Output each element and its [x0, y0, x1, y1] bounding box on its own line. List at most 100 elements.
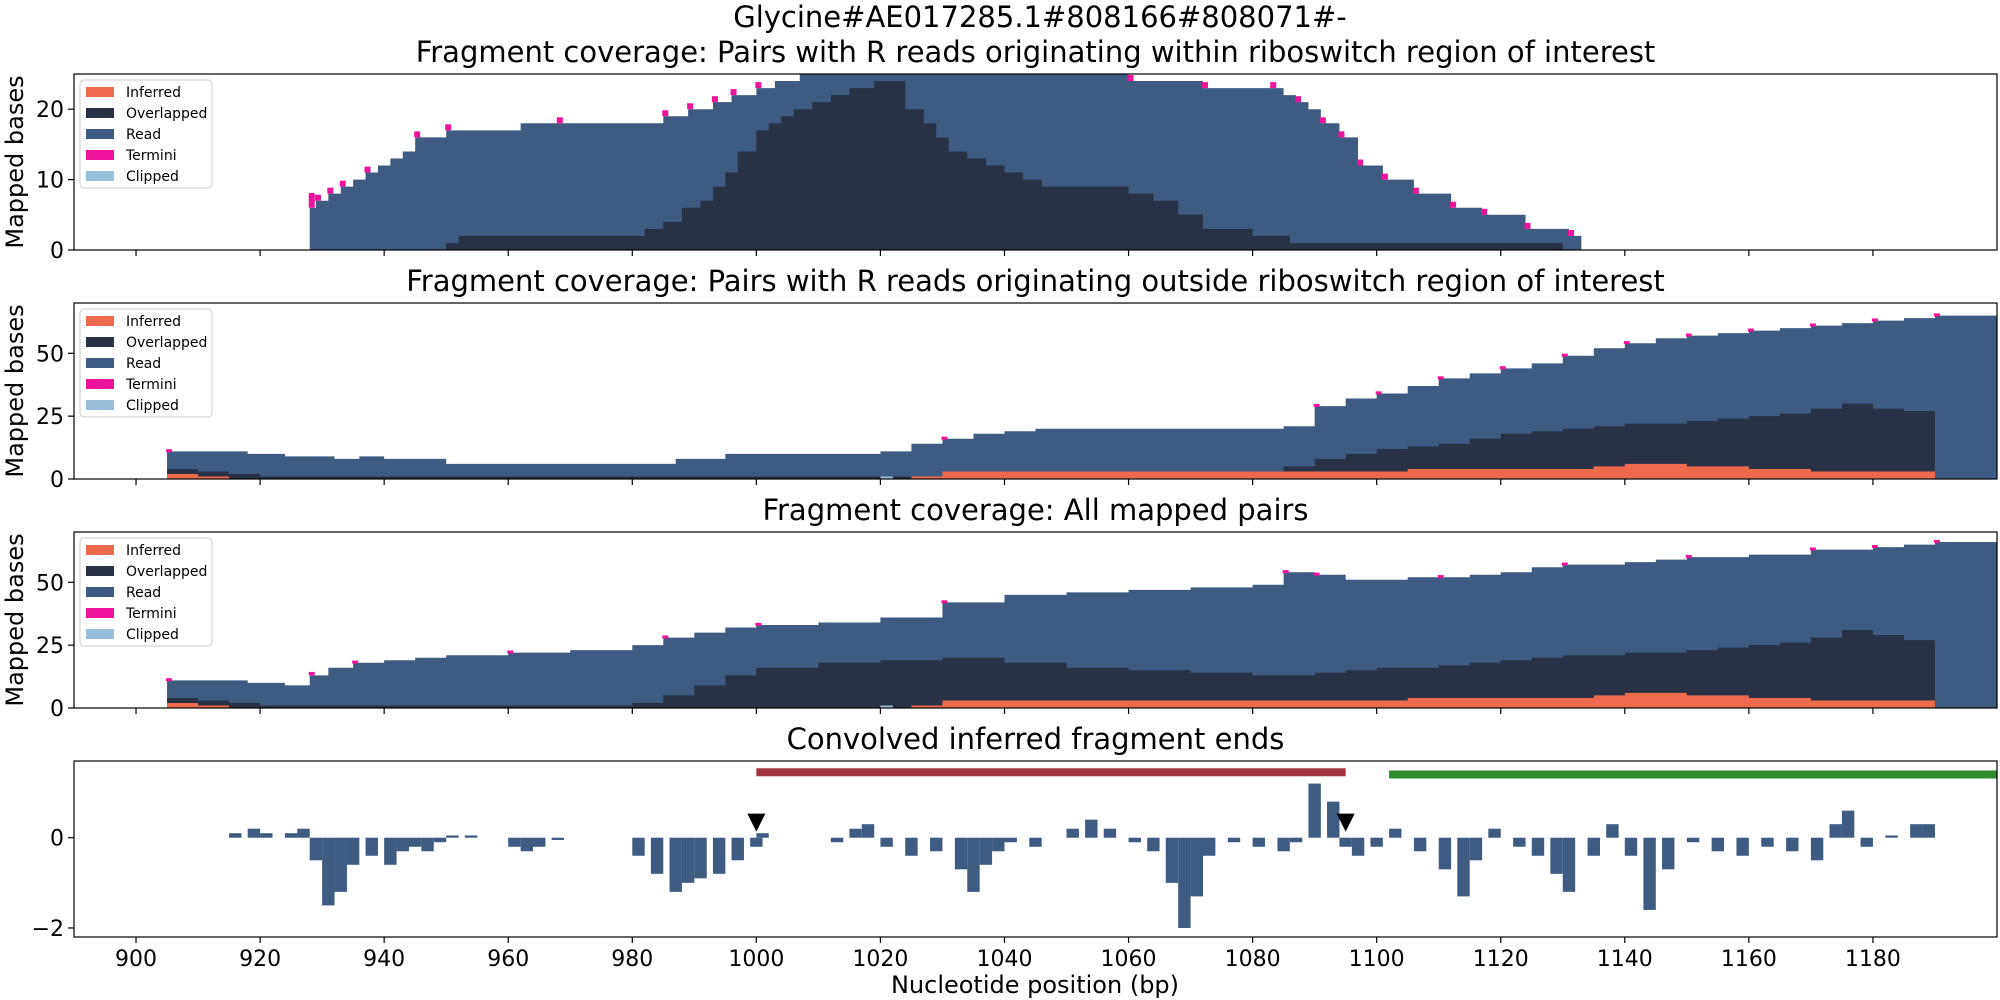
- bar: [1308, 783, 1321, 838]
- panel-2-termini-mark: [1375, 391, 1382, 395]
- legend-swatch-read: [86, 358, 114, 368]
- bar: [1562, 837, 1576, 892]
- figure-suptitle: Glycine#AE017285.1#808166#808071#-: [733, 0, 1347, 34]
- y-tick-label: 0: [50, 827, 64, 852]
- bar: [1829, 824, 1842, 838]
- panel-2-termini-mark: [1933, 313, 1940, 317]
- bar: [1252, 837, 1266, 847]
- panel-4-title: Convolved inferred fragment ends: [787, 722, 1285, 756]
- x-tick-label: 980: [611, 947, 653, 972]
- legend-swatch-termini: [86, 150, 114, 160]
- bar: [1004, 837, 1017, 843]
- bar: [551, 837, 565, 840]
- y-tick-label: −2: [32, 917, 64, 942]
- panel-3-title: Fragment coverage: All mapped pairs: [762, 493, 1308, 527]
- bar: [632, 837, 645, 856]
- panel-1-plot: [136, 74, 1997, 250]
- legend-label-termini: Termini: [125, 606, 177, 622]
- bar: [1029, 837, 1042, 847]
- bar: [384, 837, 397, 865]
- bar: [650, 837, 664, 874]
- bar: [669, 837, 682, 892]
- x-tick-label: 1160: [1721, 947, 1777, 972]
- legend-label-termini: Termini: [125, 377, 177, 393]
- bar: [533, 837, 546, 847]
- bar: [322, 837, 335, 906]
- panel-1-series-overlapped: [136, 81, 1997, 250]
- bar: [1531, 837, 1545, 856]
- legend-label-inferred: Inferred: [126, 314, 181, 330]
- bar: [731, 837, 744, 861]
- panel-1-termini-mark: [339, 180, 346, 187]
- panel-4-plot: [229, 768, 1997, 928]
- bar: [1289, 837, 1303, 843]
- panel-3-frame: [73, 531, 1998, 709]
- bar: [1550, 837, 1563, 874]
- legend-label-clipped: Clipped: [126, 398, 179, 414]
- panel-3-termini-mark: [1809, 547, 1816, 551]
- bar: [1202, 837, 1216, 856]
- panel-3-termini-mark: [507, 650, 514, 654]
- panel-2-termini-mark: [1313, 403, 1320, 407]
- panel-1-termini-mark: [711, 96, 718, 103]
- bar: [284, 833, 298, 838]
- panel-1-termini-mark: [1338, 131, 1345, 138]
- bar: [1351, 837, 1365, 856]
- panels-layer: Fragment coverage: Pairs with R reads or…: [1, 35, 1998, 972]
- bar: [1686, 837, 1700, 843]
- panel-2-legend: Inferred Overlapped Read Termini Clipped: [79, 308, 213, 418]
- panel-1-termini-mark: [1270, 82, 1277, 89]
- panel-1-title: Fragment coverage: Pairs with R reads or…: [416, 35, 1656, 69]
- bar: [309, 837, 323, 861]
- panel-3-termini-mark: [941, 600, 948, 604]
- bar: [433, 837, 447, 843]
- y-tick-label: 50: [36, 571, 64, 596]
- bar: [1389, 828, 1402, 838]
- x-tick-label: 960: [487, 947, 529, 972]
- panel-1-termini-mark: [1412, 187, 1419, 194]
- bar: [1339, 837, 1352, 847]
- bar: [1178, 837, 1191, 928]
- bar: [1190, 837, 1203, 897]
- bar: [1606, 824, 1619, 838]
- legend-swatch-inferred: [86, 545, 114, 555]
- panel-2-termini-mark: [1809, 323, 1816, 327]
- bar: [1103, 828, 1117, 838]
- bar: [1438, 837, 1452, 870]
- y-tick-label: 10: [36, 169, 64, 194]
- y-tick-label: 0: [50, 468, 64, 493]
- bar: [260, 833, 273, 838]
- bar: [297, 828, 310, 838]
- panel-1-termini-mark: [1450, 201, 1457, 208]
- bar: [967, 837, 980, 892]
- bar: [712, 837, 726, 874]
- bar: [1786, 837, 1799, 852]
- panel-1-termini-mark: [364, 166, 371, 173]
- panel-3-plot: [166, 539, 1997, 708]
- legend-swatch-termini: [86, 608, 114, 618]
- x-tick-label: 1120: [1473, 947, 1529, 972]
- bar: [849, 828, 862, 838]
- bar: [681, 837, 695, 883]
- legend-label-clipped: Clipped: [126, 169, 179, 185]
- panel-1-termini-mark: [556, 117, 563, 124]
- bar: [1128, 837, 1141, 843]
- panel-1-ylabel: Mapped bases: [1, 75, 29, 248]
- legend-swatch-read: [86, 587, 114, 597]
- panel-1-termini-mark: [1481, 208, 1488, 215]
- bar: [1860, 837, 1873, 847]
- y-tick-label: 25: [36, 634, 64, 659]
- panel-2-ylabel: Mapped bases: [1, 304, 29, 477]
- panel-3-termini-mark: [1561, 562, 1568, 566]
- x-tick-label: 1060: [1101, 947, 1157, 972]
- bar: [756, 833, 769, 838]
- panel-3-termini-mark: [1437, 575, 1444, 579]
- bar: [1085, 819, 1098, 838]
- legend-box: [79, 308, 213, 418]
- legend-swatch-overlapped: [86, 566, 114, 576]
- legend-swatch-inferred: [86, 316, 114, 326]
- bar: [1885, 835, 1898, 838]
- y-tick-label: 25: [36, 405, 64, 430]
- bar: [1277, 837, 1290, 852]
